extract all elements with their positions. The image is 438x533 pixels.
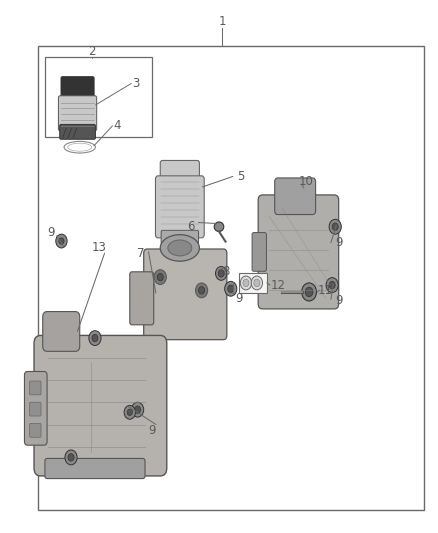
Text: 9: 9 — [235, 292, 242, 305]
FancyBboxPatch shape — [161, 230, 198, 244]
FancyBboxPatch shape — [252, 232, 266, 271]
FancyBboxPatch shape — [61, 77, 94, 101]
Text: 12: 12 — [270, 279, 285, 292]
FancyBboxPatch shape — [155, 176, 204, 238]
FancyBboxPatch shape — [25, 372, 47, 445]
FancyBboxPatch shape — [160, 160, 199, 184]
Circle shape — [228, 285, 234, 293]
Text: 9: 9 — [335, 294, 343, 308]
FancyBboxPatch shape — [45, 458, 145, 479]
Circle shape — [251, 276, 262, 290]
FancyBboxPatch shape — [144, 249, 227, 340]
Circle shape — [243, 279, 249, 287]
Ellipse shape — [214, 222, 224, 231]
Circle shape — [215, 266, 227, 280]
Circle shape — [254, 279, 260, 287]
Bar — [39, 46, 424, 511]
Circle shape — [198, 287, 205, 294]
Circle shape — [218, 270, 224, 277]
Text: 4: 4 — [113, 119, 120, 133]
Circle shape — [59, 238, 64, 244]
FancyBboxPatch shape — [58, 96, 97, 131]
Circle shape — [329, 281, 335, 289]
Text: 6: 6 — [187, 220, 194, 233]
Circle shape — [302, 283, 317, 301]
Circle shape — [195, 283, 208, 298]
FancyBboxPatch shape — [130, 272, 154, 325]
Text: 8: 8 — [222, 265, 229, 278]
Circle shape — [329, 219, 341, 234]
Circle shape — [89, 330, 101, 345]
FancyBboxPatch shape — [43, 312, 80, 351]
FancyBboxPatch shape — [60, 124, 95, 139]
FancyBboxPatch shape — [30, 423, 41, 437]
Circle shape — [326, 278, 338, 293]
Text: 13: 13 — [92, 241, 107, 254]
Circle shape — [127, 409, 132, 416]
Circle shape — [124, 406, 135, 419]
Circle shape — [305, 287, 313, 297]
Ellipse shape — [160, 235, 199, 261]
FancyBboxPatch shape — [258, 195, 339, 309]
Text: 9: 9 — [48, 225, 55, 239]
Bar — [45, 57, 152, 136]
FancyBboxPatch shape — [34, 335, 167, 476]
Text: 1: 1 — [219, 15, 226, 28]
Circle shape — [92, 334, 98, 342]
Circle shape — [154, 270, 166, 285]
Text: 9: 9 — [335, 236, 343, 249]
Text: 10: 10 — [299, 175, 314, 188]
Ellipse shape — [168, 240, 192, 256]
Text: 11: 11 — [318, 284, 333, 297]
FancyBboxPatch shape — [30, 402, 41, 416]
Circle shape — [131, 402, 144, 417]
Circle shape — [332, 223, 338, 230]
FancyBboxPatch shape — [30, 381, 41, 395]
Circle shape — [225, 281, 237, 296]
Circle shape — [65, 450, 77, 465]
Text: 3: 3 — [133, 77, 140, 90]
Circle shape — [68, 454, 74, 461]
Circle shape — [240, 276, 252, 290]
Text: 5: 5 — [237, 170, 244, 183]
Circle shape — [56, 234, 67, 248]
Text: 2: 2 — [88, 45, 95, 58]
Text: 7: 7 — [137, 247, 145, 260]
Circle shape — [157, 273, 163, 281]
Text: 9: 9 — [148, 424, 155, 438]
FancyBboxPatch shape — [275, 178, 316, 215]
Circle shape — [134, 406, 141, 414]
Bar — [239, 273, 267, 293]
